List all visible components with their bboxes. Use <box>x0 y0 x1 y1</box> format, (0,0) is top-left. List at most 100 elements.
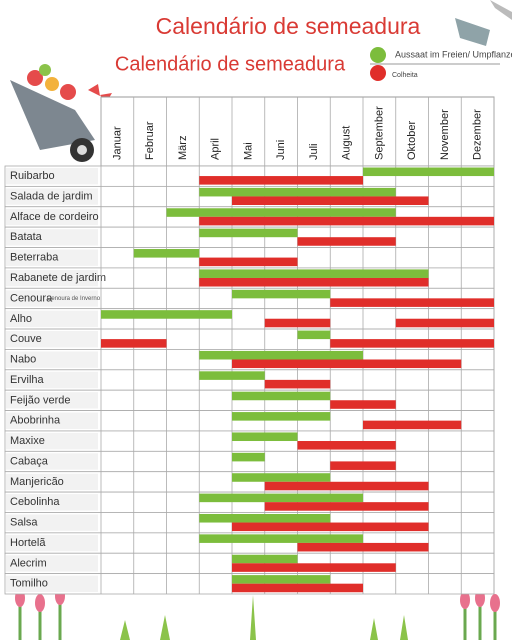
sow-bar <box>232 391 331 401</box>
row-label: Feijão verde <box>10 394 71 406</box>
harvest-bar <box>232 583 363 593</box>
flowers <box>15 587 500 640</box>
sow-bar <box>232 473 331 482</box>
label-cell <box>6 290 98 307</box>
harvest-bar <box>101 339 167 348</box>
month-label: März <box>177 136 189 160</box>
label-cell <box>6 249 98 266</box>
row-label: Batata <box>10 231 43 243</box>
row-label: Cenoura <box>10 292 53 304</box>
sow-bar <box>199 187 396 197</box>
grid: Januar Februar März April Mai Juni Juli August S… <box>4 96 495 595</box>
label-cell <box>6 514 98 531</box>
sow-bar <box>199 493 363 503</box>
harvest-bar <box>199 257 298 267</box>
legend: Aussaat im Freien/ Umpflanzen Colheita <box>370 47 512 81</box>
row-label: Cebolinha <box>10 496 60 508</box>
harvest-bar <box>232 522 429 532</box>
sow-bar <box>363 167 494 177</box>
month-label: April <box>210 138 222 160</box>
label-cell <box>6 392 98 409</box>
month-label: Februar <box>144 121 156 160</box>
row-label: Nabo <box>10 354 36 366</box>
harvest-bar <box>297 237 396 246</box>
harvest-bar <box>232 563 396 572</box>
month-label: Juni <box>275 140 287 160</box>
sow-bar <box>232 554 298 564</box>
subtitle: Calendário de semeadura <box>115 53 346 75</box>
row-label: Ruibarbo <box>10 170 55 182</box>
harvest-bar <box>264 502 429 511</box>
label-cell <box>6 555 98 572</box>
sow-bar <box>232 289 331 299</box>
legend-swatch <box>370 47 386 63</box>
harvest-bar <box>330 339 494 348</box>
row-label: Ervilha <box>10 374 45 386</box>
row-label: Salada de jardim <box>10 190 93 202</box>
sow-bar <box>199 534 363 543</box>
month-label: Oktober <box>406 121 418 160</box>
sow-bar <box>133 249 200 258</box>
sow-bar <box>232 432 298 442</box>
legend-swatch <box>370 65 386 81</box>
harvest-bar <box>395 318 494 328</box>
row-label: Alface de cordeiro <box>10 211 99 223</box>
harvest-bar <box>199 176 363 185</box>
sow-bar <box>297 330 331 340</box>
harvest-bar <box>363 420 462 430</box>
label-cell <box>6 412 98 429</box>
label-cell <box>6 188 98 205</box>
row-label: Beterraba <box>10 252 59 264</box>
month-label: September <box>373 106 385 160</box>
sow-bar <box>232 575 331 584</box>
sow-bar <box>199 228 298 238</box>
wheelbarrow <box>10 64 112 162</box>
sow-bar <box>166 208 396 217</box>
sow-bar <box>199 513 331 523</box>
sow-bar <box>199 371 265 380</box>
title: Calendário de semeadura <box>156 13 421 39</box>
row-label: Salsa <box>10 517 38 529</box>
label-cell <box>6 453 98 470</box>
label-cell <box>6 473 98 491</box>
label-cell <box>6 310 98 328</box>
label-cell <box>6 208 98 226</box>
label-cell <box>6 168 98 185</box>
label-cell <box>6 269 98 287</box>
row-label: Tomilho <box>10 578 48 590</box>
month-label: Juli <box>308 143 320 160</box>
month-label: Dezember <box>472 109 484 160</box>
harvest-bar <box>199 216 494 226</box>
harvest-bar <box>297 441 396 450</box>
label-cell <box>6 229 98 246</box>
harvest-bar <box>264 481 429 491</box>
legend-label: Aussaat im Freien/ Umpflanzen <box>395 49 512 59</box>
sow-bar <box>101 310 232 319</box>
harvest-bar <box>232 196 429 206</box>
month-label: Januar <box>111 126 123 160</box>
harvest-bar <box>264 379 331 389</box>
month-label: August <box>341 126 353 160</box>
label-cell <box>6 494 98 511</box>
label-cell <box>6 351 98 368</box>
watering-can <box>455 0 512 46</box>
harvest-bar <box>232 359 462 369</box>
label-cell <box>6 331 98 348</box>
harvest-bar <box>199 277 429 287</box>
harvest-bar <box>330 298 494 307</box>
label-cell <box>6 534 98 552</box>
row-label: Maxixe <box>10 435 45 447</box>
label-cell <box>6 432 98 450</box>
harvest-bar <box>330 461 396 470</box>
harvest-bar <box>330 400 396 409</box>
row-label: Couve <box>10 333 42 345</box>
label-cell <box>6 371 98 389</box>
row-label: Abobrinha <box>10 415 61 427</box>
row-label: Alho <box>10 313 32 325</box>
month-label: November <box>439 109 451 160</box>
legend-label: Colheita <box>392 72 418 79</box>
sow-bar <box>232 452 265 462</box>
row-note: Cenoura de Inverno <box>47 296 101 302</box>
label-cell <box>6 575 98 592</box>
